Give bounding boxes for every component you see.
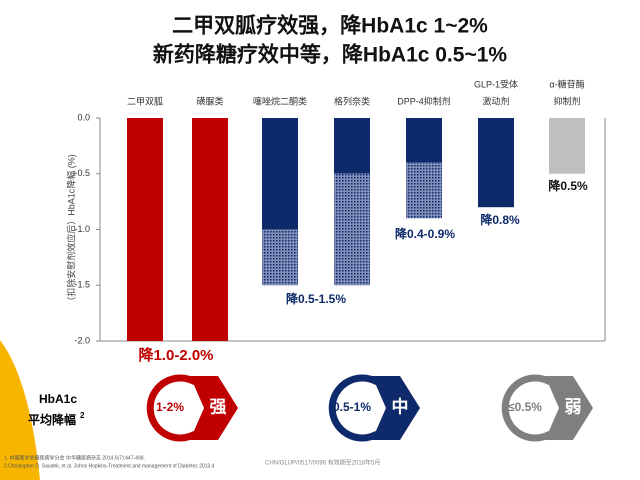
bar (334, 118, 370, 174)
x-tick-label: GLP-1受体 (474, 78, 518, 89)
x-tick-label: 磺脲类 (196, 95, 223, 106)
annotation: 降0.4-0.9% (395, 226, 455, 241)
x-tick-label: 抑制剂 (553, 95, 580, 106)
strength-range: ≤0.5% (508, 400, 542, 414)
strength-label: 平均降幅 (28, 412, 76, 427)
annotation: 降0.5% (548, 178, 588, 193)
annotation: 降0.5-1.5% (286, 291, 346, 306)
y-axis-label: （扣除安慰剂效应后）HbA1c降幅 (%) (65, 154, 76, 306)
x-tick-label: 噻唑烷二酮类 (253, 95, 307, 106)
strength-label: HbA1c (39, 392, 77, 406)
arrow-ring (328, 374, 379, 442)
strength-range: 0.5-1% (333, 400, 371, 414)
footnote: 2.Christopher D. Saudek, et al. Johns Ho… (4, 463, 215, 469)
y-tick-label: 0.0 (77, 112, 90, 122)
x-tick-label: α-糖苷酶 (549, 78, 584, 89)
arrow-head (545, 376, 593, 440)
y-tick-label: -1.5 (74, 280, 90, 290)
bar-range (406, 162, 442, 219)
arrow-head (372, 376, 420, 440)
strength-grade: 中 (392, 396, 409, 416)
bar (549, 118, 585, 174)
y-tick-label: -0.5 (74, 168, 90, 178)
annotation: 降1.0-2.0% (138, 346, 213, 364)
y-tick-label: -1.0 (74, 224, 90, 234)
bar (262, 118, 298, 230)
arrow-ring (146, 374, 197, 442)
footnote: 1. 中国医学会糖尿病学分会 中华糖尿病杂志 2014,6(7):447-498… (4, 454, 145, 461)
bar (127, 118, 163, 341)
title-line: 二甲双胍疗效强，降HbA1c 1~2% (172, 14, 488, 38)
superscript: 2 (80, 411, 85, 420)
bar (192, 118, 228, 341)
x-tick-label: DPP-4抑制剂 (397, 95, 451, 106)
annotation: 降0.8% (480, 212, 520, 227)
footer-code: CHN/GLUP/0517/0096 有效期至2018年5月 (265, 459, 380, 467)
strength-range: 1-2% (156, 400, 184, 414)
strength-grade: 弱 (565, 397, 582, 416)
strength-grade: 强 (210, 397, 227, 416)
arrow-ring (501, 374, 552, 442)
bar (478, 118, 514, 208)
bar-range (262, 229, 298, 286)
arrow-head (190, 376, 238, 440)
corner-decoration (0, 340, 40, 480)
x-tick-label: 激动剂 (482, 95, 509, 106)
bar-range (334, 173, 370, 286)
x-tick-label: 二甲双胍 (127, 95, 163, 106)
y-tick-label: -2.0 (74, 335, 90, 345)
title-line: 新药降糖疗效中等，降HbA1c 0.5~1% (153, 43, 507, 67)
x-tick-label: 格列奈类 (334, 95, 370, 106)
bar (406, 118, 442, 163)
